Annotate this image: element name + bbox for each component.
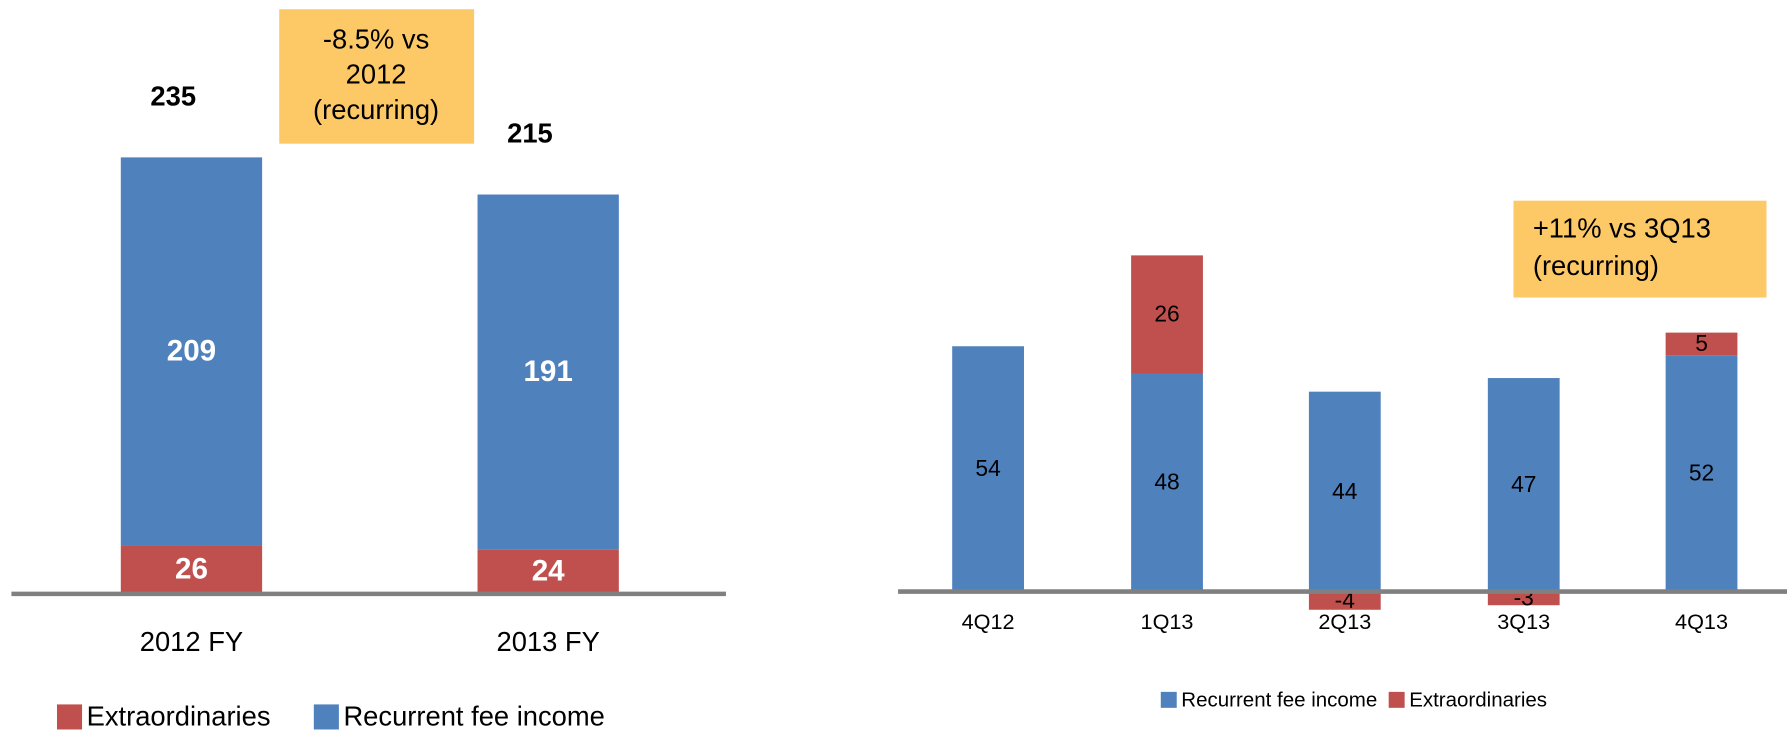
data-label: 48: [1154, 469, 1179, 495]
bar-segment: [952, 346, 1024, 592]
data-label: 209: [167, 334, 216, 367]
bar-segment: [120, 157, 263, 546]
legend-label: Extraordinaries: [1409, 688, 1547, 711]
bar-segment: [1487, 378, 1560, 592]
data-label: 44: [1332, 478, 1357, 504]
data-label: 24: [532, 555, 565, 588]
bar-segment: [1131, 373, 1203, 592]
legend-label: Extraordinaries: [87, 700, 271, 731]
data-label: -3: [1514, 585, 1534, 611]
bar-segment: [1665, 332, 1738, 356]
total-label: 235: [150, 80, 196, 111]
bar-segment: [1308, 591, 1381, 610]
legend-swatch: [1388, 691, 1405, 708]
legend-swatch: [1160, 691, 1177, 708]
bar-segment: [1487, 591, 1560, 606]
annotation-text: 2012: [346, 59, 407, 90]
data-label: 47: [1511, 471, 1536, 497]
x-tick-label: 4Q13: [1675, 609, 1728, 634]
legend-swatch: [56, 704, 83, 730]
annotation-box: [279, 9, 475, 144]
annotation-box: [1513, 200, 1767, 298]
x-tick-label: 3Q13: [1497, 609, 1550, 634]
data-label: 5: [1695, 330, 1708, 356]
x-tick-label: 1Q13: [1141, 609, 1194, 634]
x-tick-label: 2Q13: [1318, 609, 1371, 634]
legend-swatch: [313, 704, 339, 730]
annotation-text: (recurring): [313, 94, 439, 125]
total-label: 215: [507, 117, 553, 148]
data-label: 191: [523, 355, 572, 388]
data-label: 52: [1689, 460, 1714, 486]
legend-label: Recurrent fee income: [343, 700, 604, 731]
bar-segment: [1308, 391, 1381, 592]
data-label: 54: [975, 455, 1000, 481]
annotation-text: -8.5% vs: [323, 23, 429, 54]
x-tick-label: 2013 FY: [496, 626, 599, 657]
bar-segment: [1131, 255, 1203, 374]
data-label: 26: [175, 553, 208, 586]
data-label: 26: [1154, 301, 1179, 327]
annotation-text: (recurring): [1533, 250, 1659, 281]
annotation-text: +11% vs 3Q13: [1533, 213, 1711, 244]
bar-segment: [477, 194, 619, 550]
bar-segment: [120, 545, 263, 594]
legend-label: Recurrent fee income: [1181, 688, 1377, 711]
x-tick-label: 4Q12: [962, 609, 1015, 634]
bar-segment: [477, 549, 619, 594]
x-tick-label: 2012 FY: [140, 626, 243, 657]
bar-segment: [1665, 355, 1738, 592]
